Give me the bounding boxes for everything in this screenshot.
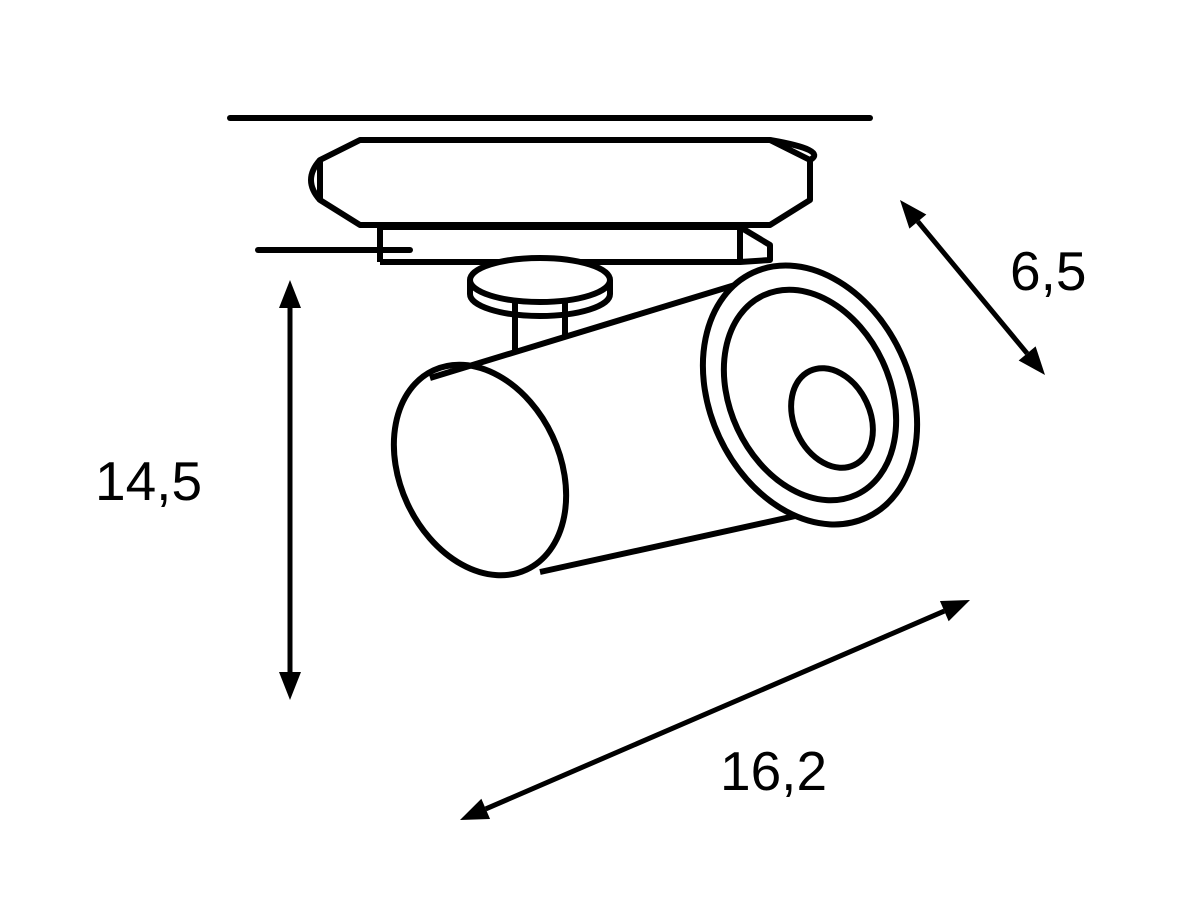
technical-drawing: 14,5 16,2 6,5 — [0, 0, 1200, 900]
label-height: 14,5 — [95, 450, 202, 512]
label-width: 6,5 — [1010, 240, 1086, 302]
product-outline — [230, 118, 958, 604]
label-length: 16,2 — [720, 740, 827, 802]
